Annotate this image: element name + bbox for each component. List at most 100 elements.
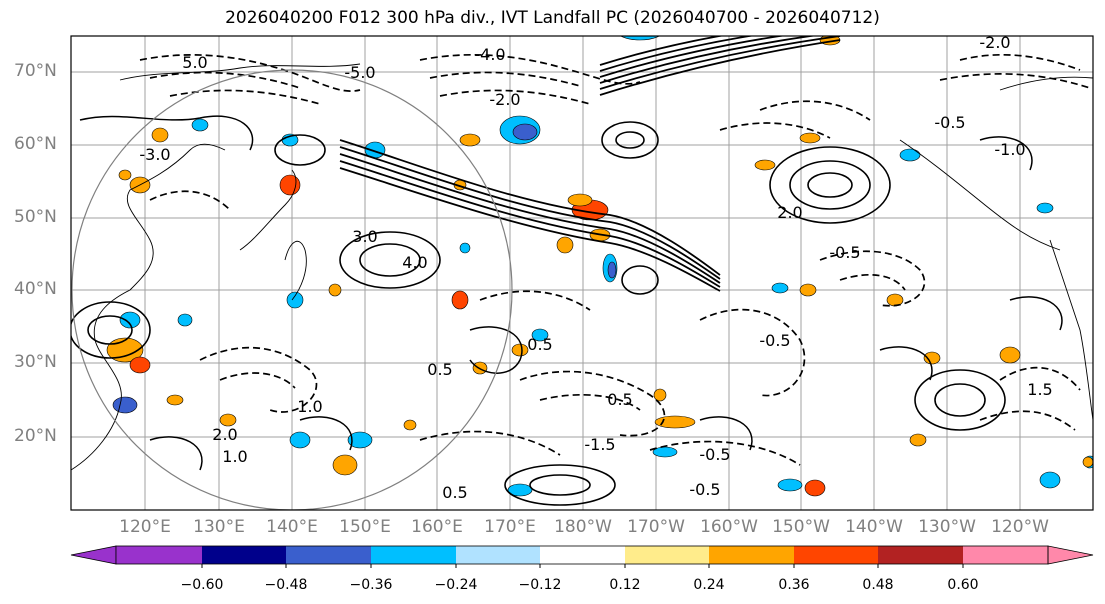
contour-line-positive (339, 139, 721, 276)
contour-line-negative (959, 53, 1081, 71)
contour-line-negative (699, 308, 806, 397)
contour-label: 2.0 (777, 203, 802, 222)
colorbar-extend-right (1047, 545, 1094, 565)
lat-label: 30°N (14, 352, 57, 372)
divergence-patch (219, 413, 237, 427)
colorbar-tick-label: 0.48 (862, 577, 894, 593)
contour-line-positive (789, 160, 871, 210)
contour-line-negative (419, 430, 561, 456)
ivt-contour-lines (71, 36, 1093, 506)
colorbar-tick-label: 0.36 (778, 577, 810, 593)
lon-label: 150°W (772, 517, 830, 537)
divergence-patch (1036, 202, 1054, 214)
contour-line-negative (539, 393, 641, 411)
coastline (1049, 239, 1093, 421)
contour-line-positive (1009, 296, 1063, 331)
contour-line-positive (339, 160, 721, 288)
divergence-patch (799, 283, 817, 297)
contour-line-positive (914, 369, 1006, 431)
contour-line-positive (599, 36, 755, 72)
contour-label: -1.0 (994, 140, 1025, 159)
colorbar-cell (625, 546, 709, 564)
lon-label: 130°E (193, 517, 245, 537)
contour-line-positive (621, 265, 659, 295)
map-title: 2026040200 F012 300 hPa div., IVT Landfa… (225, 8, 880, 28)
contour-label: 0.5 (527, 335, 552, 354)
colorbar-extend-left (70, 545, 117, 565)
contour-label: 1.5 (1027, 380, 1052, 399)
divergence-patch (1039, 471, 1061, 489)
lon-label: 140°W (845, 517, 903, 537)
divergence-patch (328, 283, 342, 297)
contour-label: 2.0 (212, 425, 237, 444)
contour-line-negative (139, 54, 361, 92)
divergence-patch (459, 133, 481, 147)
contour-line-positive (339, 231, 441, 289)
colorbar-cell (116, 546, 202, 564)
divergence-patch (556, 236, 574, 254)
lat-label: 20°N (14, 426, 57, 446)
colorbar-cell (540, 546, 625, 564)
contour-line-positive (807, 172, 853, 198)
contour-line-positive (615, 131, 645, 149)
contour-line-negative (429, 71, 581, 87)
contour-label: 0.5 (607, 390, 632, 409)
colorbar-cell (963, 546, 1048, 564)
contour-label: 4.0 (402, 253, 427, 272)
contour-label: -0.5 (934, 113, 965, 132)
lon-label: 160°E (411, 517, 463, 537)
contour-line-positive (339, 167, 721, 292)
contour-line-negative (979, 410, 1076, 431)
divergence-patch (347, 431, 373, 449)
contour-line-positive (274, 134, 326, 166)
contour-line-negative (649, 440, 801, 466)
colorbar-cell (794, 546, 878, 564)
colorbar-tick-label: −0.12 (518, 577, 562, 593)
contour-label: 1.0 (222, 447, 247, 466)
divergence-patch (607, 261, 617, 279)
contour-line-positive (339, 146, 721, 280)
divergence-patch (289, 431, 311, 449)
contour-label: -0.5 (689, 480, 720, 499)
divergence-patch (403, 419, 417, 431)
contour-label: -0.5 (829, 243, 860, 262)
coastline (239, 169, 297, 251)
colorbar-tick-label: −0.36 (349, 577, 393, 593)
divergence-patch (286, 291, 304, 309)
divergence-patch (129, 356, 151, 374)
projection-circle (71, 69, 513, 510)
colorbar-tick-label: 0.12 (609, 577, 641, 593)
contour-label: -1.5 (584, 435, 615, 454)
contour-line-positive (339, 153, 721, 284)
contour-line-negative (819, 250, 926, 307)
contour-line-positive (599, 36, 786, 78)
contour-line-negative (939, 73, 1091, 89)
divergence-patch (531, 328, 549, 342)
contour-line-positive (879, 346, 933, 381)
colorbar-cell (202, 546, 286, 564)
lon-label: 170°W (627, 517, 685, 537)
colorbar-tick-label: −0.48 (264, 577, 308, 593)
divergence-patch (999, 346, 1021, 364)
divergence-patch (654, 415, 696, 429)
contour-line-positive (87, 315, 133, 345)
contour-line-negative (519, 370, 666, 437)
lon-label: 140°E (266, 517, 318, 537)
divergence-patch (771, 282, 789, 294)
map-background (71, 36, 1093, 510)
divergence-patch (177, 313, 193, 327)
contour-line-negative (759, 100, 871, 121)
lon-label: 120°W (991, 517, 1049, 537)
contour-line-positive (504, 464, 616, 506)
colorbar-tick-label: 0.24 (693, 577, 725, 593)
divergence-patch (923, 351, 941, 365)
contour-line-negative (439, 89, 591, 105)
colorbar-frame (115, 545, 1049, 565)
contour-line-positive (599, 39, 841, 96)
contour-label: -0.5 (759, 331, 790, 350)
contour-line-positive (599, 36, 841, 90)
colorbar-tick-label: −0.60 (180, 577, 224, 593)
lat-label: 70°N (14, 61, 57, 81)
divergence-patch (653, 388, 667, 402)
contour-label: -3.0 (139, 145, 170, 164)
